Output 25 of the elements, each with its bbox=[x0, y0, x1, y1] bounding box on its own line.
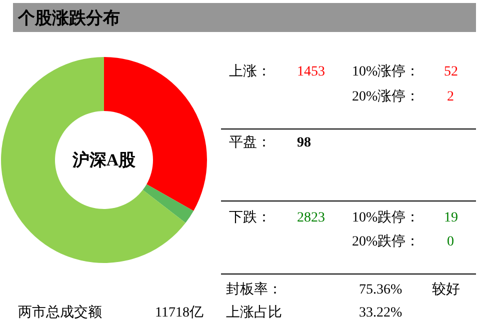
text: 封板率： bbox=[226, 282, 282, 298]
donut-slice bbox=[1, 57, 186, 263]
text: 10%涨停： bbox=[352, 64, 420, 80]
text: 0 bbox=[447, 234, 454, 250]
text: 20%跌停： bbox=[352, 234, 420, 250]
text: 上涨占比 bbox=[226, 304, 282, 320]
text: 2823 bbox=[297, 210, 325, 226]
text: 33.22% bbox=[359, 306, 402, 320]
text: 平盘： bbox=[229, 134, 271, 150]
text: 19 bbox=[444, 210, 458, 226]
text: 1453 bbox=[297, 64, 325, 80]
text: 11718亿 bbox=[155, 304, 204, 320]
text: 沪深A股 bbox=[71, 150, 137, 170]
text: 2 bbox=[447, 90, 454, 104]
donut-slice bbox=[142, 184, 194, 223]
text: 52 bbox=[444, 64, 458, 80]
text: 较好 bbox=[432, 282, 460, 298]
text: 两市总成交额 bbox=[18, 304, 102, 320]
chart-title: 个股涨跌分布 bbox=[17, 8, 120, 28]
text: 上涨： bbox=[229, 64, 271, 80]
text: 20%涨停： bbox=[352, 88, 420, 104]
text: 10%跌停： bbox=[352, 210, 420, 226]
text: 75.36% bbox=[359, 282, 402, 298]
text: 98 bbox=[297, 136, 311, 150]
text: 下跌： bbox=[229, 210, 271, 226]
